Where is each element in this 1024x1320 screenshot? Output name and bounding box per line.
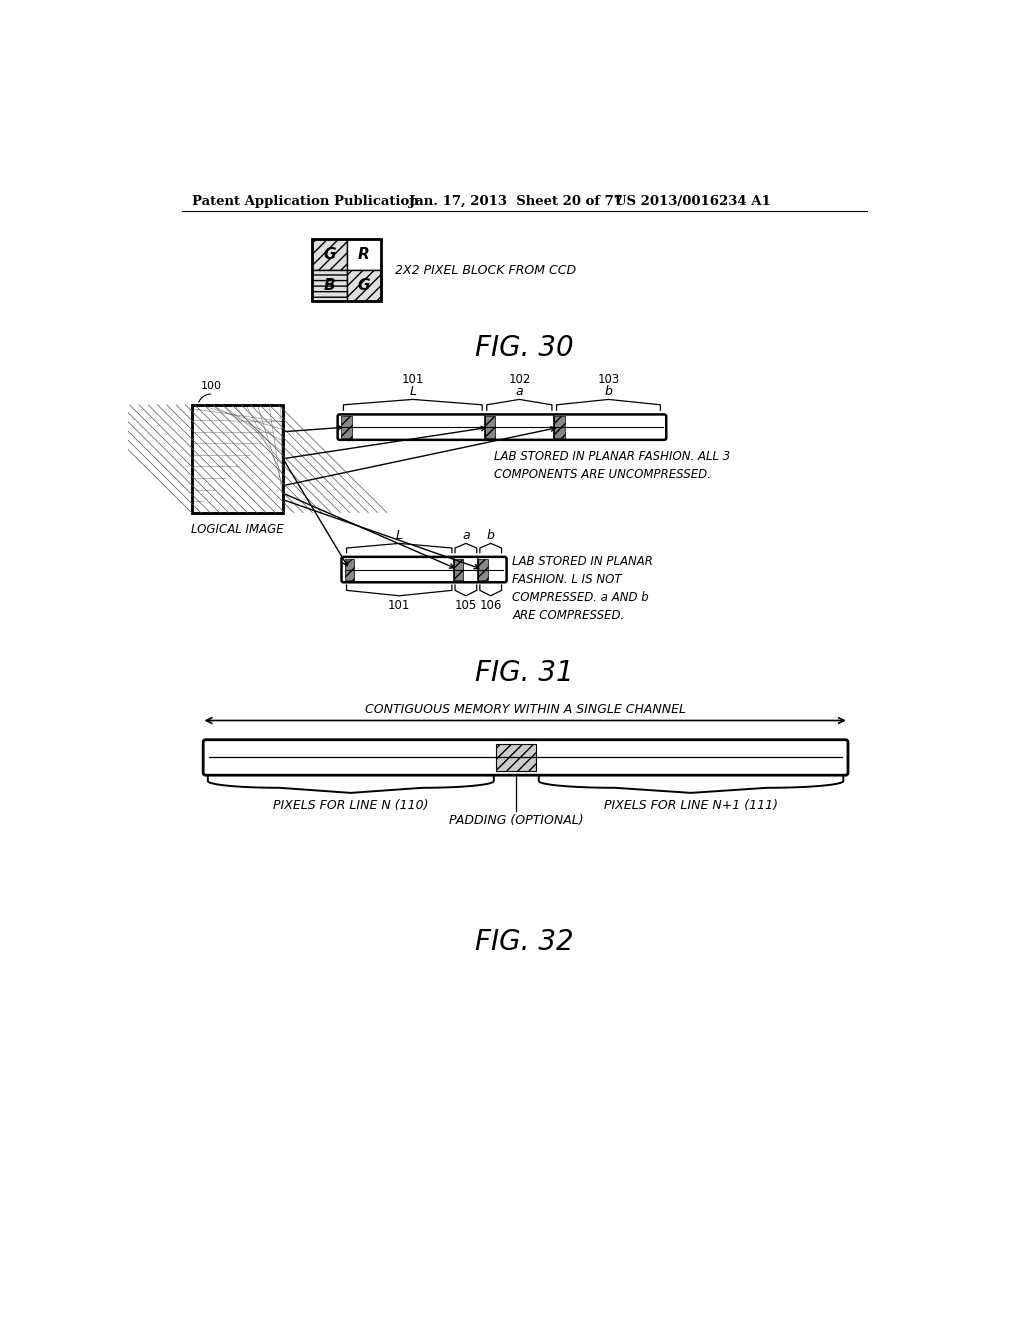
- Text: b: b: [486, 529, 495, 543]
- Text: FIG. 31: FIG. 31: [475, 659, 574, 686]
- Text: L: L: [395, 529, 402, 543]
- Bar: [346, 239, 381, 271]
- Bar: [312, 239, 346, 271]
- Bar: [341, 416, 352, 438]
- Text: B: B: [324, 279, 335, 293]
- Text: Patent Application Publication: Patent Application Publication: [191, 195, 418, 209]
- Text: 106: 106: [479, 599, 502, 612]
- Bar: [191, 405, 283, 512]
- Bar: [345, 558, 354, 581]
- Bar: [312, 271, 346, 301]
- Text: CONTIGUOUS MEMORY WITHIN A SINGLE CHANNEL: CONTIGUOUS MEMORY WITHIN A SINGLE CHANNE…: [365, 702, 686, 715]
- Text: a: a: [515, 385, 523, 397]
- Text: PIXELS FOR LINE N+1 (111): PIXELS FOR LINE N+1 (111): [604, 799, 778, 812]
- FancyBboxPatch shape: [338, 414, 667, 440]
- Text: 101: 101: [388, 599, 411, 612]
- Text: G: G: [357, 279, 370, 293]
- Text: FIG. 30: FIG. 30: [475, 334, 574, 362]
- Bar: [346, 271, 381, 301]
- Bar: [454, 558, 463, 581]
- Text: 100: 100: [201, 381, 222, 391]
- Text: 105: 105: [455, 599, 477, 612]
- Bar: [496, 744, 537, 771]
- Text: US 2013/0016234 A1: US 2013/0016234 A1: [614, 195, 770, 209]
- Bar: [484, 416, 496, 438]
- Text: LOGICAL IMAGE: LOGICAL IMAGE: [190, 524, 284, 536]
- Text: LAB STORED IN PLANAR FASHION. ALL 3
COMPONENTS ARE UNCOMPRESSED.: LAB STORED IN PLANAR FASHION. ALL 3 COMP…: [494, 450, 730, 482]
- FancyBboxPatch shape: [342, 557, 507, 582]
- Text: 2X2 PIXEL BLOCK FROM CCD: 2X2 PIXEL BLOCK FROM CCD: [394, 264, 575, 277]
- Text: Jan. 17, 2013  Sheet 20 of 77: Jan. 17, 2013 Sheet 20 of 77: [410, 195, 624, 209]
- Text: PIXELS FOR LINE N (110): PIXELS FOR LINE N (110): [273, 799, 429, 812]
- Text: L: L: [410, 385, 417, 397]
- Text: LAB STORED IN PLANAR
FASHION. L IS NOT
COMPRESSED. a AND b
ARE COMPRESSED.: LAB STORED IN PLANAR FASHION. L IS NOT C…: [512, 554, 653, 622]
- FancyBboxPatch shape: [203, 739, 848, 775]
- Bar: [312, 239, 381, 301]
- Bar: [191, 405, 283, 512]
- Text: 101: 101: [401, 372, 424, 385]
- Text: 103: 103: [597, 372, 620, 385]
- Bar: [554, 416, 565, 438]
- Text: R: R: [357, 247, 370, 263]
- Bar: [478, 558, 487, 581]
- Text: FIG. 32: FIG. 32: [475, 928, 574, 957]
- Text: a: a: [462, 529, 470, 543]
- Text: G: G: [324, 247, 336, 263]
- Text: PADDING (OPTIONAL): PADDING (OPTIONAL): [449, 814, 584, 828]
- Text: b: b: [604, 385, 612, 397]
- Text: 102: 102: [508, 372, 530, 385]
